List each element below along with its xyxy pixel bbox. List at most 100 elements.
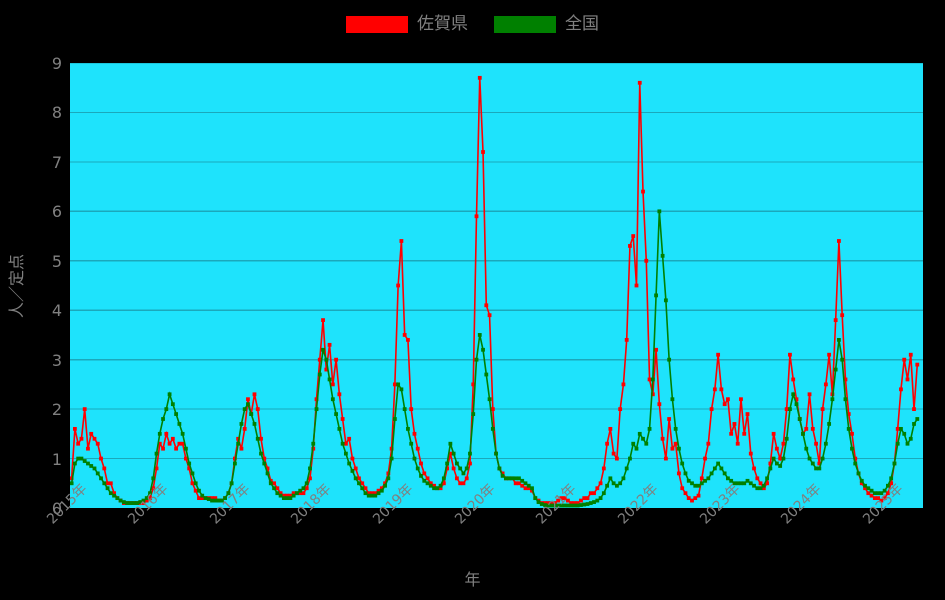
data-point (468, 461, 472, 466)
data-point (575, 503, 580, 508)
data-point (340, 441, 345, 446)
data-point (357, 476, 361, 481)
data-point (295, 491, 299, 496)
data-point (598, 481, 603, 486)
data-point (735, 481, 740, 486)
data-point (252, 392, 257, 397)
legend-item-saga[interactable]: 佐賀県 (346, 13, 468, 34)
plot-area (70, 63, 923, 508)
y-tick-label: 1 (51, 449, 62, 469)
data-point (464, 476, 469, 481)
data-point (654, 293, 658, 298)
data-point (634, 446, 639, 451)
data-point (180, 441, 185, 446)
data-point (73, 426, 77, 431)
data-point (569, 501, 574, 505)
data-point (259, 436, 263, 441)
data-point (608, 476, 613, 481)
data-point (474, 357, 479, 362)
data-point (213, 498, 218, 503)
data-point (722, 471, 727, 476)
data-point (863, 483, 867, 488)
data-point (154, 466, 159, 471)
data-point (477, 333, 482, 337)
data-point (334, 357, 338, 362)
legend-label-saga: 佐賀県 (417, 13, 468, 34)
data-point (588, 491, 593, 496)
data-point (663, 298, 668, 303)
data-point (729, 431, 734, 436)
data-point (373, 493, 378, 498)
data-point (419, 461, 423, 466)
data-point (425, 481, 430, 486)
data-point (386, 471, 391, 476)
data-point (556, 498, 561, 503)
data-point (164, 431, 169, 436)
data-point (379, 486, 384, 491)
data-point (170, 436, 175, 441)
data-point (546, 503, 551, 508)
data-point (595, 498, 600, 503)
data-point (637, 80, 642, 85)
data-point (585, 502, 590, 506)
data-point (650, 377, 655, 382)
data-point (572, 503, 577, 508)
data-point (396, 382, 401, 387)
data-point (285, 496, 290, 501)
data-point (92, 466, 97, 471)
data-point (89, 431, 94, 436)
data-point (876, 496, 881, 501)
data-point (321, 347, 325, 352)
data-point (543, 501, 547, 505)
data-point (621, 476, 626, 481)
data-point (889, 481, 894, 486)
data-point (477, 75, 482, 80)
data-point (438, 486, 443, 491)
data-point (807, 392, 812, 397)
data-point (618, 481, 623, 486)
data-point (732, 422, 737, 426)
data-point (95, 471, 100, 476)
legend-item-national[interactable]: 全国 (494, 15, 599, 33)
data-point (73, 461, 77, 466)
data-point (445, 461, 450, 466)
data-point (823, 382, 828, 387)
data-point (667, 357, 672, 362)
data-point (680, 461, 685, 466)
data-point (794, 402, 799, 407)
data-point (402, 333, 407, 337)
data-point (830, 397, 835, 402)
data-point (255, 436, 260, 441)
data-point (778, 456, 783, 461)
data-point (886, 483, 890, 488)
data-point (226, 491, 231, 496)
data-point (771, 431, 776, 436)
data-point (520, 478, 525, 483)
data-point (856, 471, 861, 476)
data-point (729, 478, 734, 483)
data-point (866, 491, 871, 496)
data-point (177, 441, 182, 446)
data-point (644, 441, 649, 446)
data-point (513, 476, 518, 481)
y-tick-label: 9 (51, 54, 62, 73)
data-point (503, 476, 508, 481)
data-point (379, 488, 384, 493)
data-point (872, 491, 877, 496)
data-point (804, 446, 809, 451)
data-point (461, 481, 466, 486)
data-point (745, 478, 750, 483)
data-point (722, 402, 727, 407)
data-point (353, 466, 358, 471)
data-point (644, 258, 649, 263)
data-point (301, 491, 306, 496)
data-point (376, 491, 381, 496)
data-point (820, 456, 825, 461)
data-point (89, 464, 94, 468)
data-point (837, 337, 841, 342)
data-point (781, 441, 786, 446)
data-point (386, 476, 391, 481)
data-point (840, 357, 845, 362)
data-point (347, 436, 352, 441)
data-point (468, 451, 472, 456)
